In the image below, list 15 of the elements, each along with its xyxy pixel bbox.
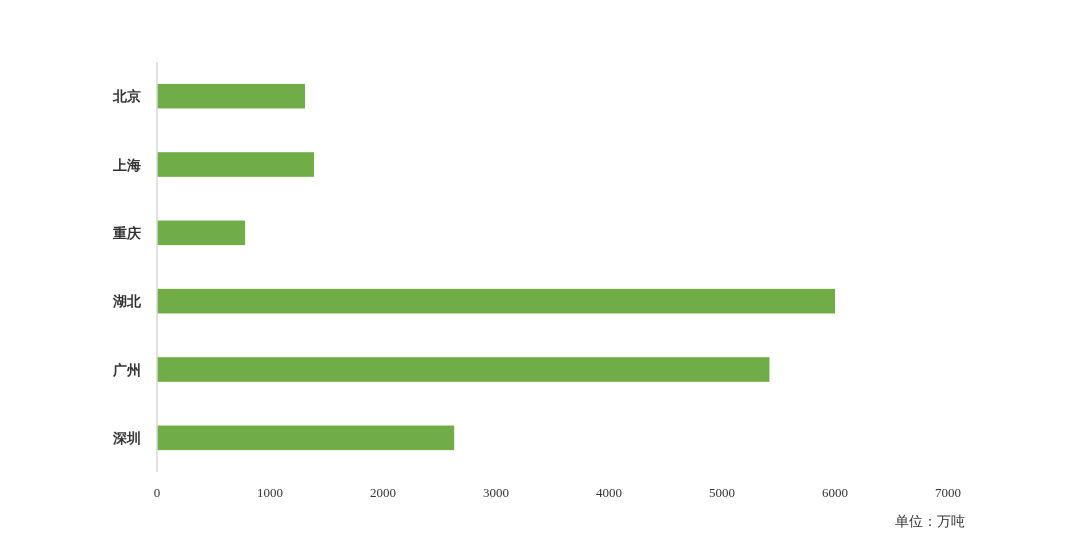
y-tick-label: 北京 bbox=[112, 88, 141, 105]
x-tick-label: 6000 bbox=[822, 485, 848, 500]
y-tick-label: 重庆 bbox=[112, 224, 141, 241]
x-tick-label: 1000 bbox=[257, 485, 283, 500]
x-tick-label: 2000 bbox=[370, 485, 396, 500]
x-tick-label: 3000 bbox=[483, 485, 509, 500]
y-tick-label: 广州 bbox=[112, 361, 141, 378]
text: 单位：万吨 bbox=[895, 514, 965, 529]
x-tick-label: 7000 bbox=[935, 485, 961, 500]
y-tick-label: 湖北 bbox=[112, 294, 142, 310]
x-tick-label: 4000 bbox=[596, 485, 622, 500]
y-tick-label: 深圳 bbox=[112, 430, 141, 446]
x-tick-label: 0 bbox=[153, 485, 161, 500]
x-tick-label: 5000 bbox=[709, 485, 735, 500]
y-tick-label: 上海 bbox=[112, 157, 141, 173]
